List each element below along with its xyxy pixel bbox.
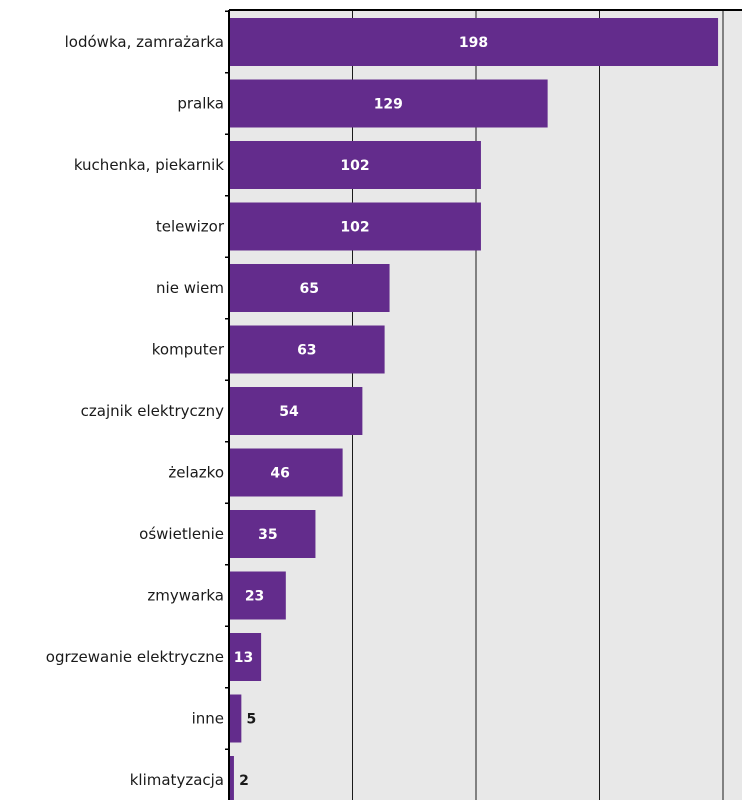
value-label: 63 <box>297 343 316 359</box>
bar <box>229 571 286 620</box>
bar <box>229 510 316 558</box>
category-label: kuchenka, piekarnik <box>74 156 224 174</box>
value-label: 35 <box>258 527 277 543</box>
value-label: 198 <box>459 35 488 51</box>
bar <box>229 202 481 251</box>
category-label: czajnik elektryczny <box>81 402 224 420</box>
bar <box>229 18 719 66</box>
value-label: 23 <box>245 589 264 605</box>
value-label: 54 <box>279 404 299 420</box>
value-label: 102 <box>340 220 369 236</box>
category-labels: lodówka, zamrażarka pralka kuchenka, pieka… <box>46 33 225 789</box>
bars <box>229 18 719 800</box>
bar <box>229 141 481 189</box>
bar <box>229 633 262 681</box>
value-label: 13 <box>234 650 253 666</box>
category-label: inne <box>192 710 224 728</box>
value-label: 2 <box>239 773 249 789</box>
bar <box>229 387 363 435</box>
category-label: telewizor <box>156 218 225 236</box>
category-label: pralka <box>177 95 224 113</box>
value-label: 65 <box>300 281 319 297</box>
value-labels: 198 129 102 102 65 63 54 46 35 23 13 5 2 <box>234 35 488 789</box>
category-label: nie wiem <box>156 279 224 297</box>
category-label: ogrzewanie elektryczne <box>46 648 224 666</box>
category-label: żelazko <box>168 464 224 482</box>
category-label: oświetlenie <box>139 525 224 543</box>
bar <box>229 694 242 743</box>
category-label: zmywarka <box>147 587 224 605</box>
value-label: 5 <box>246 712 256 728</box>
category-label: klimatyzacja <box>130 771 224 789</box>
value-label: 46 <box>270 466 289 482</box>
bar <box>229 79 548 128</box>
bar <box>229 448 343 497</box>
value-label: 129 <box>374 97 403 113</box>
bar <box>229 325 385 374</box>
category-label: lodówka, zamrażarka <box>65 33 224 51</box>
value-label: 102 <box>340 158 369 174</box>
bar <box>229 756 234 800</box>
category-label: komputer <box>152 341 225 359</box>
y-axis-ticks <box>225 10 229 750</box>
bar <box>229 264 390 312</box>
